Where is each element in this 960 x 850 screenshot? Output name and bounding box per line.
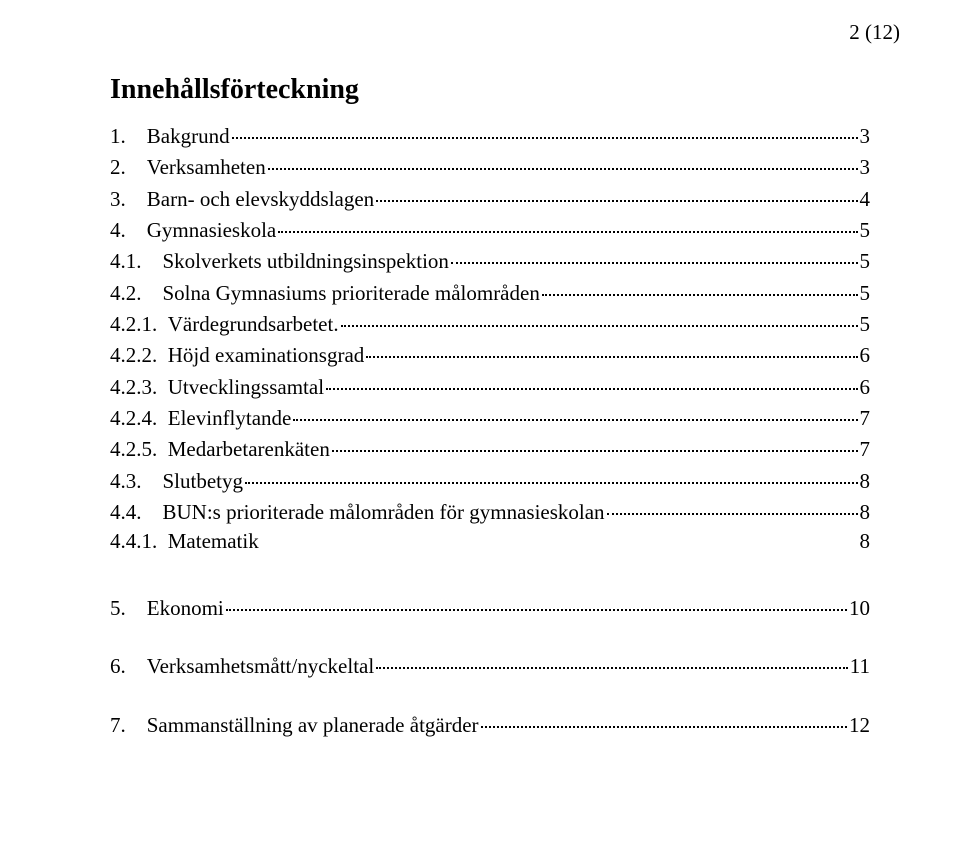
toc-entry-page: 5 xyxy=(860,247,871,275)
toc-entry-page: 3 xyxy=(860,153,871,181)
toc-entry-number: 4.2. xyxy=(110,279,142,307)
toc-entry[interactable]: 4.3. Slutbetyg 8 xyxy=(110,465,870,495)
toc-entry-label: Barn- och elevskyddslagen xyxy=(147,185,374,213)
toc-entry-label: BUN:s prioriterade målområden för gymnas… xyxy=(163,498,605,526)
toc-entry[interactable]: 6. Verksamhetsmått/nyckeltal 11 xyxy=(110,650,870,680)
toc-entry[interactable]: 4. Gymnasieskola 5 xyxy=(110,214,870,244)
toc-entry-label: Medarbetarenkäten xyxy=(168,435,330,463)
toc-leader xyxy=(607,492,858,515)
toc-entry[interactable]: 4.2.3. Utvecklingssamtal 6 xyxy=(110,371,870,401)
toc-entry-number: 7. xyxy=(110,711,126,739)
toc-entry[interactable]: 4.2.2. Höjd examinationsgrad 6 xyxy=(110,339,870,369)
toc-leader xyxy=(341,304,858,327)
toc-entry-page: 8 xyxy=(860,527,871,555)
toc-entry-label: Verksamheten xyxy=(147,153,266,181)
toc-entry-label: Matematik xyxy=(168,527,259,555)
toc-entry-number: 2. xyxy=(110,153,126,181)
toc-entry-page: 3 xyxy=(860,122,871,150)
toc-leader xyxy=(232,116,858,139)
toc-entry-page: 10 xyxy=(849,594,870,622)
toc-entry-page: 8 xyxy=(860,467,871,495)
toc-leader xyxy=(542,273,858,296)
toc-entry-number: 4.4. xyxy=(110,498,142,526)
toc-leader xyxy=(268,147,858,170)
toc-entry-page: 7 xyxy=(860,435,871,463)
toc-entry-label: Utvecklingssamtal xyxy=(168,373,324,401)
toc-entry-number: 5. xyxy=(110,594,126,622)
toc-entry-page: 7 xyxy=(860,404,871,432)
toc-entry-number: 3. xyxy=(110,185,126,213)
toc-entry-page: 12 xyxy=(849,711,870,739)
toc-entry-page: 6 xyxy=(860,373,871,401)
toc-entry[interactable]: 4.4. BUN:s prioriterade målområden för g… xyxy=(110,496,870,526)
toc-entry[interactable]: 4.2.5. Medarbetarenkäten 7 xyxy=(110,433,870,463)
toc-entry[interactable]: 7. Sammanställning av planerade åtgärder… xyxy=(110,709,870,739)
toc-entry-label: Verksamhetsmått/nyckeltal xyxy=(147,652,374,680)
toc-entry[interactable]: 4.2.1. Värdegrundsarbetet. 5 xyxy=(110,308,870,338)
toc-entry-number: 1. xyxy=(110,122,126,150)
toc-entry-number: 4.2.5. xyxy=(110,435,157,463)
toc-entry-number: 4.1. xyxy=(110,247,142,275)
document-page: 2 (12) Innehållsförteckning 1. Bakgrund … xyxy=(0,0,960,850)
toc-entry[interactable]: 3. Barn- och elevskyddslagen 4 xyxy=(110,183,870,213)
toc-leader xyxy=(376,646,848,669)
toc-leader xyxy=(451,241,858,264)
toc-leader xyxy=(481,705,847,728)
toc-entry[interactable]: 1. Bakgrund 3 xyxy=(110,120,870,150)
toc-entry-number: 4.2.3. xyxy=(110,373,157,401)
toc-entry-page: 5 xyxy=(860,310,871,338)
toc-entry-page: 8 xyxy=(860,498,871,526)
toc-heading: Innehållsförteckning xyxy=(110,74,870,106)
toc-entry-label: Skolverkets utbildningsinspektion xyxy=(163,247,449,275)
toc-entry-number: 6. xyxy=(110,652,126,680)
toc-entry-label: Solna Gymnasiums prioriterade målområden xyxy=(163,279,540,307)
toc-entry-label: Höjd examinationsgrad xyxy=(168,341,365,369)
toc-entry-label: Gymnasieskola xyxy=(147,216,276,244)
toc-entry-label: Slutbetyg xyxy=(163,467,244,495)
toc-leader xyxy=(293,398,857,421)
toc-leader xyxy=(278,210,857,233)
toc-leader xyxy=(366,335,857,358)
toc-entry[interactable]: 4.1. Skolverkets utbildningsinspektion 5 xyxy=(110,245,870,275)
toc-entry-page: 6 xyxy=(860,341,871,369)
toc-leader xyxy=(326,367,857,390)
toc-leader xyxy=(245,461,857,484)
toc-entry-number: 4.3. xyxy=(110,467,142,495)
toc-entry[interactable]: 5. Ekonomi 10 xyxy=(110,592,870,622)
toc-entry[interactable]: 4.4.1. Matematik 8 xyxy=(110,527,870,555)
toc-entry-number: 4.2.4. xyxy=(110,404,157,432)
toc-entry-label: Ekonomi xyxy=(147,594,224,622)
toc-entry[interactable]: 4.2.4. Elevinflytande 7 xyxy=(110,402,870,432)
toc-entry[interactable]: 2. Verksamheten 3 xyxy=(110,151,870,181)
toc-entry-page: 5 xyxy=(860,216,871,244)
toc-entry-label: Värdegrundsarbetet. xyxy=(168,310,339,338)
toc-entry-number: 4.2.2. xyxy=(110,341,157,369)
toc-entry-page: 4 xyxy=(860,185,871,213)
toc-entry-number: 4.2.1. xyxy=(110,310,157,338)
toc-entry-label: Sammanställning av planerade åtgärder xyxy=(147,711,479,739)
toc-leader xyxy=(261,523,858,544)
toc-entry-label: Elevinflytande xyxy=(168,404,292,432)
toc-entry[interactable]: 4.2. Solna Gymnasiums prioriterade målom… xyxy=(110,277,870,307)
toc-entry-page: 5 xyxy=(860,279,871,307)
toc-entry-label: Bakgrund xyxy=(147,122,230,150)
toc-leader xyxy=(226,588,847,611)
toc-entry-number: 4.4.1. xyxy=(110,527,157,555)
toc-leader xyxy=(376,179,857,202)
toc-entry-number: 4. xyxy=(110,216,126,244)
spacer xyxy=(110,557,870,591)
page-number: 2 (12) xyxy=(849,20,900,45)
toc-leader xyxy=(332,429,858,452)
toc-entry-page: 11 xyxy=(850,652,870,680)
